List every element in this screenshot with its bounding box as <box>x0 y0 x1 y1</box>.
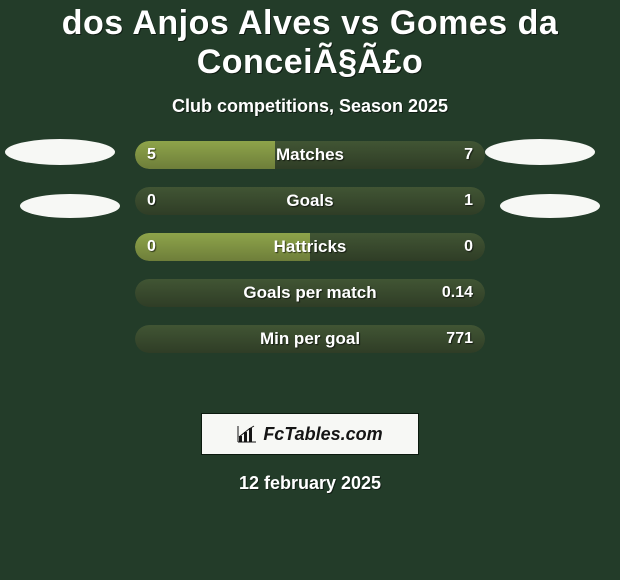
stat-bar-track <box>135 141 485 169</box>
bar-chart-icon <box>237 424 257 444</box>
player-left-image-2 <box>20 194 120 218</box>
stat-row: Matches57 <box>135 141 485 169</box>
stat-bar-left-fill <box>135 141 275 169</box>
stat-bar-left-fill <box>135 233 310 261</box>
branding-inner: FcTables.com <box>237 424 382 445</box>
stat-bar-right-fill <box>310 233 485 261</box>
stat-row: Goals01 <box>135 187 485 215</box>
stat-bar-track <box>135 325 485 353</box>
stat-row: Goals per match0.14 <box>135 279 485 307</box>
player-right-image-2 <box>500 194 600 218</box>
player-right-image-1 <box>485 139 595 165</box>
stat-bar-track <box>135 187 485 215</box>
stat-bar-track <box>135 279 485 307</box>
stat-bar-right-fill <box>135 187 485 215</box>
footer-date: 12 february 2025 <box>0 473 620 494</box>
page-title: dos Anjos Alves vs Gomes da ConceiÃ§Ã£o <box>0 0 620 82</box>
comparison-bars: Matches57 Goals01 Hattricks00 Goals per mat… <box>135 141 485 371</box>
comparison-arena: Matches57 Goals01 Hattricks00 Goals per mat… <box>0 141 620 391</box>
stat-row: Hattricks00 <box>135 233 485 261</box>
stat-bar-right-fill <box>135 279 485 307</box>
page-subtitle: Club competitions, Season 2025 <box>0 96 620 117</box>
stat-row: Min per goal771 <box>135 325 485 353</box>
stat-bar-track <box>135 233 485 261</box>
branding-box[interactable]: FcTables.com <box>201 413 419 455</box>
player-left-image-1 <box>5 139 115 165</box>
branding-text: FcTables.com <box>263 424 382 445</box>
stat-bar-right-fill <box>135 325 485 353</box>
stat-bar-right-fill <box>275 141 485 169</box>
